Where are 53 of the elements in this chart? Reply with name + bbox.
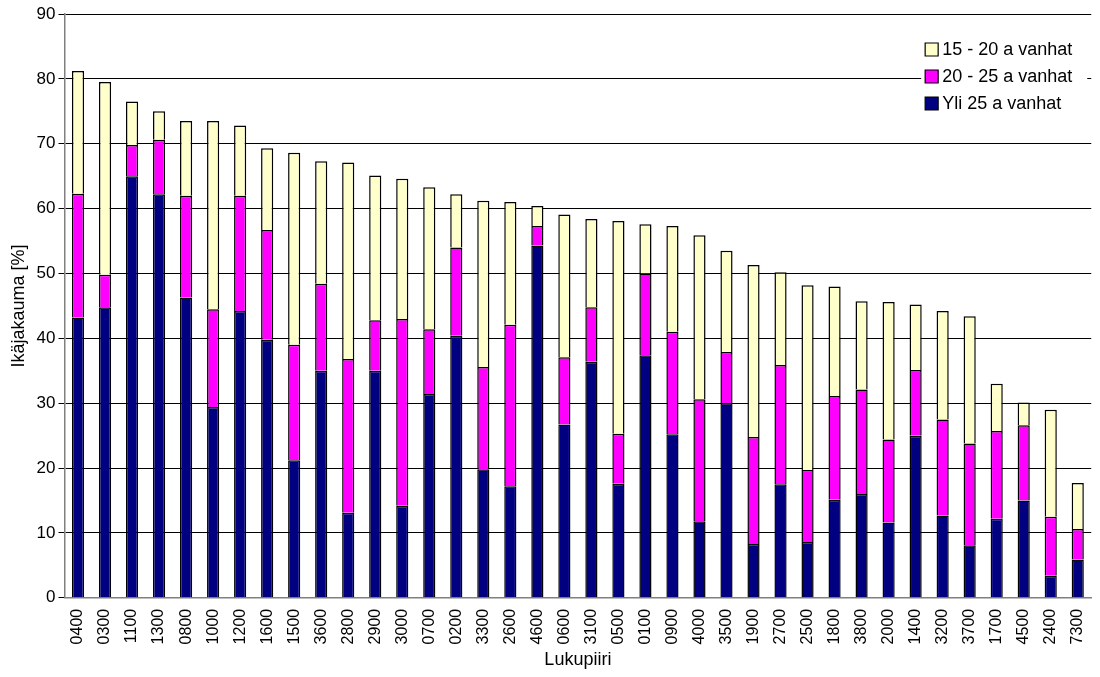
x-tick-label: 0800	[176, 608, 194, 645]
x-tick-label: 0500	[608, 608, 626, 645]
x-tick-label: 1000	[203, 608, 221, 645]
x-tick-label: 2000	[879, 608, 897, 645]
y-tick-label: 90	[36, 3, 56, 23]
x-tick-label: 0700	[419, 608, 437, 645]
legend-label: 20 - 25 a vanhat	[942, 65, 1073, 86]
x-tick-label: 3000	[392, 608, 410, 645]
x-tick-label: 4000	[689, 608, 707, 645]
x-tick-label: 1300	[149, 608, 167, 645]
y-tick-label: 40	[36, 328, 56, 348]
x-tick-label: 4500	[1014, 608, 1032, 645]
x-tick-label: 2800	[338, 608, 356, 645]
x-tick-label: 0600	[554, 608, 572, 645]
x-tick-label: 0100	[635, 608, 653, 645]
x-tick-label: 3100	[581, 608, 599, 645]
x-tick-label: 3300	[473, 608, 491, 645]
x-tick-label: 2700	[770, 608, 788, 645]
x-tick-label: 3800	[852, 608, 869, 645]
x-tick-label: 7300	[1068, 608, 1086, 645]
x-tick-label: 1100	[122, 608, 140, 644]
x-tick-label: 2400	[1041, 608, 1059, 645]
x-tick-label: 1200	[230, 608, 248, 645]
y-tick-label: 50	[36, 263, 56, 283]
y-axis-title: Ikäjakauma [%]	[7, 244, 28, 368]
x-tick-label: 2900	[365, 608, 383, 645]
x-tick-label: 0900	[662, 608, 680, 645]
x-tick-label: 2600	[500, 608, 518, 645]
x-tick-label: 3500	[716, 608, 734, 645]
x-axis-title: Lukupiiri	[544, 649, 612, 670]
y-tick-label: 10	[36, 522, 56, 542]
x-tick-label: 1800	[824, 608, 842, 645]
legend-label: 15 - 20 a vanhat	[942, 38, 1073, 59]
x-tick-label: 3700	[960, 608, 978, 645]
x-tick-label: 4600	[527, 608, 545, 645]
x-tick-label: 0200	[446, 608, 464, 645]
x-tick-label: 0400	[68, 608, 86, 645]
x-tick-label: 0300	[95, 608, 113, 645]
x-tick-label: 1700	[987, 608, 1005, 645]
y-tick-label: 0	[46, 587, 56, 607]
x-tick-label: 3200	[933, 608, 951, 645]
y-tick-label: 70	[36, 133, 56, 153]
y-tick-label: 30	[36, 392, 56, 412]
y-tick-label: 20	[36, 457, 56, 477]
legend-label: Yli 25 a vanhat	[942, 92, 1062, 113]
y-tick-label: 80	[36, 68, 56, 88]
x-tick-label: 1600	[257, 608, 275, 645]
x-tick-label: 3600	[311, 608, 329, 645]
x-tick-label: 1900	[743, 608, 761, 645]
x-tick-label: 2500	[797, 608, 815, 645]
x-tick-label: 1500	[284, 608, 302, 645]
y-tick-label: 60	[36, 198, 56, 218]
x-tick-label: 1400	[906, 608, 924, 645]
